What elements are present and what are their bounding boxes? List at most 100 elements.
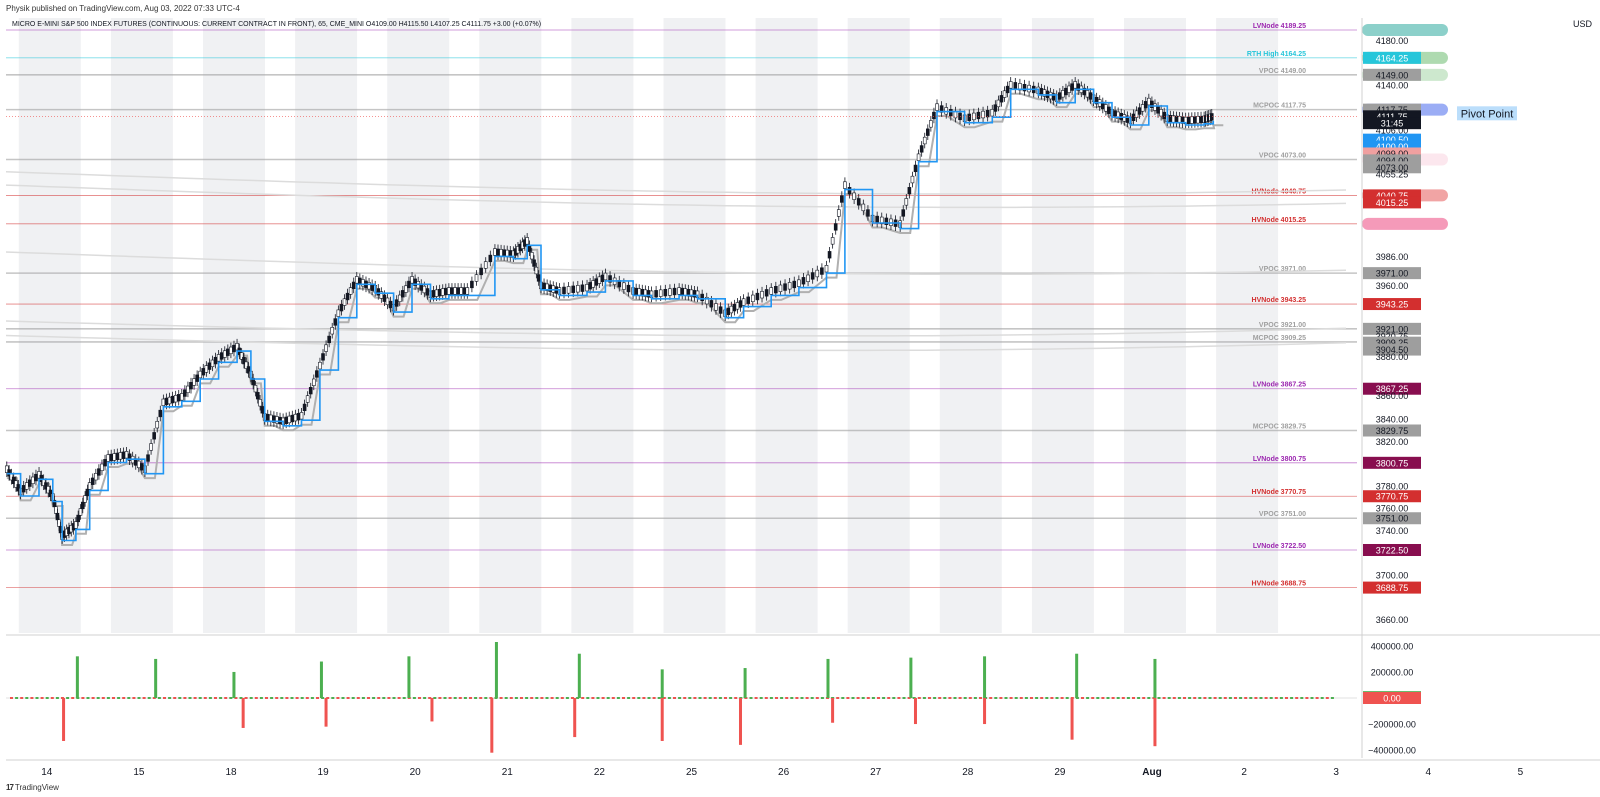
candle-body	[173, 395, 178, 403]
candle-body	[525, 237, 529, 245]
volume-bar-small	[423, 697, 427, 699]
volume-bar-small	[157, 697, 161, 699]
candle-body	[1143, 101, 1148, 109]
volume-bar-small	[147, 697, 151, 699]
candle-body	[626, 284, 631, 293]
volume-bar-small	[1208, 697, 1212, 699]
candle-body	[1147, 97, 1151, 106]
candle-body	[222, 350, 227, 358]
candle-body	[431, 290, 436, 298]
candle-body	[311, 378, 316, 386]
candle-body	[1013, 82, 1018, 90]
volume-bar-small	[1137, 697, 1141, 699]
candle-body	[815, 269, 820, 278]
price-axis-label: 3740.00	[1376, 526, 1409, 536]
level-label: RTH High 4164.25	[1247, 51, 1306, 58]
volume-bar-small	[606, 697, 610, 699]
candle-body	[158, 409, 163, 418]
volume-bar-small	[259, 697, 263, 699]
price-axis-label: 3780.00	[1376, 481, 1409, 491]
candle-body	[213, 356, 218, 365]
vwap-band	[5, 184, 1347, 209]
candle-body	[663, 288, 668, 297]
tradingview-logo[interactable]: 17 TradingView	[6, 783, 59, 792]
volume-bar-small	[275, 697, 279, 699]
volume-bar	[407, 656, 411, 698]
candle-body	[76, 514, 80, 523]
candle-body	[192, 378, 196, 386]
candle-body	[836, 209, 841, 217]
pivot-point-badge[interactable]	[1457, 106, 1517, 121]
candle-body	[401, 290, 405, 298]
volume-bar-small	[708, 697, 712, 699]
volume-bar-small	[106, 697, 110, 699]
candle-body	[345, 292, 350, 301]
candle-body	[496, 248, 500, 256]
volume-bar-small	[514, 697, 518, 699]
candle-body	[78, 508, 83, 516]
session-shade	[1031, 18, 1094, 633]
volume-bar-small	[698, 697, 702, 699]
volume-bar-small	[270, 697, 274, 699]
volume-bar-small	[897, 697, 901, 699]
candle-body	[1193, 116, 1197, 124]
candle-body	[654, 290, 658, 298]
volume-bar-small	[71, 697, 75, 699]
price-axis-label: 3829.75	[1376, 426, 1409, 436]
price-axis-label: 3904.50	[1376, 345, 1409, 355]
candle-body	[459, 287, 463, 295]
candle-body	[1186, 116, 1191, 124]
volume-bar-small	[642, 697, 646, 699]
candle-body	[14, 480, 18, 488]
candle-body	[336, 309, 341, 317]
volume-bar	[494, 642, 498, 698]
candle-body	[797, 279, 801, 287]
volume-bar-small	[504, 697, 508, 699]
candle-body	[324, 344, 328, 352]
volume-bar	[232, 671, 236, 698]
candle-body	[57, 519, 61, 527]
candle-body	[801, 277, 806, 285]
volume-bar-small	[958, 697, 962, 699]
volume-axis-label: −400000.00	[1368, 746, 1416, 756]
volume-bar	[826, 658, 830, 698]
volume-bar-small	[1091, 697, 1095, 699]
candle-body	[388, 300, 393, 309]
candle-body	[275, 416, 279, 424]
candle-body	[792, 280, 797, 289]
volume-bar-small	[560, 697, 564, 699]
volume-bar-small	[1315, 697, 1319, 699]
price-axis-label: 3986.00	[1376, 252, 1409, 262]
volume-bar-small	[1014, 697, 1018, 699]
volume-bar-small	[285, 697, 289, 699]
candle-body	[94, 473, 98, 481]
candle-body	[258, 399, 262, 407]
candle-body	[1190, 116, 1194, 124]
volume-bar-small	[101, 697, 105, 699]
volume-bar-small	[637, 697, 641, 699]
volume-bar-small	[1295, 697, 1299, 699]
volume-bar-small	[866, 697, 870, 699]
candle-body	[1153, 103, 1157, 111]
volume-bar-small	[963, 697, 967, 699]
candle-body	[112, 453, 117, 461]
volume-bar	[154, 658, 158, 698]
candle-body	[293, 413, 298, 422]
price-axis-label: 3722.50	[1376, 545, 1409, 555]
vwap-band	[5, 251, 1347, 275]
candle-body	[726, 307, 731, 316]
candle-body	[680, 287, 685, 296]
time-axis-label: 21	[502, 767, 514, 778]
candle-body	[840, 195, 844, 203]
volume-axis-label: 200000.00	[1371, 667, 1414, 677]
volume-bar-small	[81, 697, 85, 699]
candle-body	[204, 365, 209, 373]
volume-bar-small	[112, 697, 115, 699]
candle-body	[124, 451, 129, 459]
volume-bar-small	[198, 697, 202, 699]
volume-bar	[983, 656, 987, 698]
candle-body	[422, 285, 427, 294]
candle-body	[833, 223, 838, 231]
candle-body	[100, 463, 104, 472]
